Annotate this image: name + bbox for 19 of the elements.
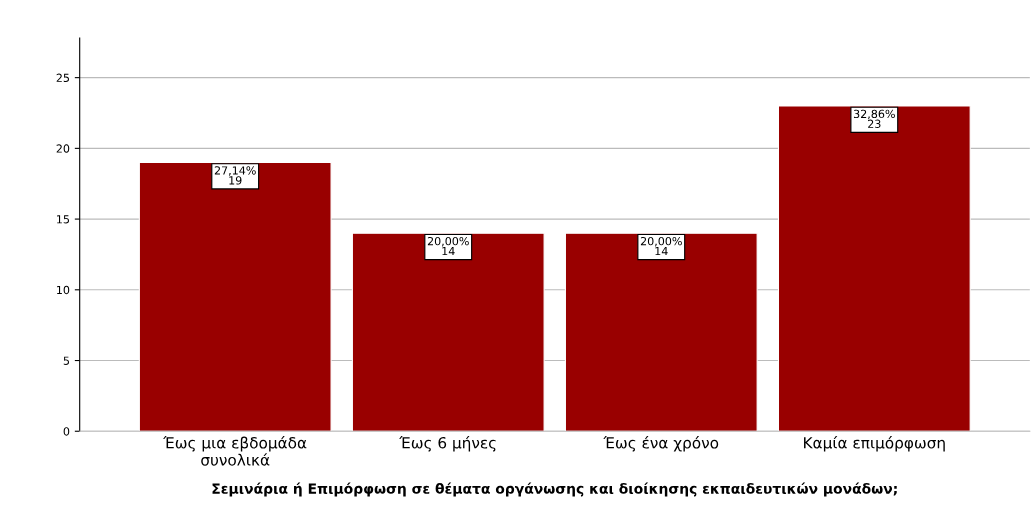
y-tick-label: 15 <box>57 215 69 224</box>
x-tick-label: Έως ένα χρόνο <box>603 436 719 452</box>
bar <box>564 232 758 432</box>
x-tick-label: Έως 6 μήνες <box>399 436 496 452</box>
y-tick-label: 0 <box>63 427 70 436</box>
y-tick-label: 5 <box>63 356 69 365</box>
y-tick-label: 10 <box>57 285 70 295</box>
data-label: 20,00% 14 <box>640 236 682 256</box>
data-label: 20,00% 14 <box>427 236 469 256</box>
data-label: 27,14% 19 <box>214 166 256 185</box>
y-tick-label: 25 <box>56 73 69 83</box>
bar <box>777 105 971 432</box>
data-label: 32,86% 23 <box>853 109 895 128</box>
x-tick-label: Καμία επιμόρφωση <box>804 436 945 452</box>
bar <box>138 161 332 432</box>
bar <box>351 232 545 432</box>
x-axis-title: Σεμινάρια ή Επιμόρφωση σε θέματα οργάνωσης και διοίκησης εκπαιδευτικών μονάδων; <box>212 482 897 497</box>
x-tick-label: Έως μια εβδομάδα συνολικά <box>163 436 307 466</box>
y-tick-label: 20 <box>56 144 70 153</box>
